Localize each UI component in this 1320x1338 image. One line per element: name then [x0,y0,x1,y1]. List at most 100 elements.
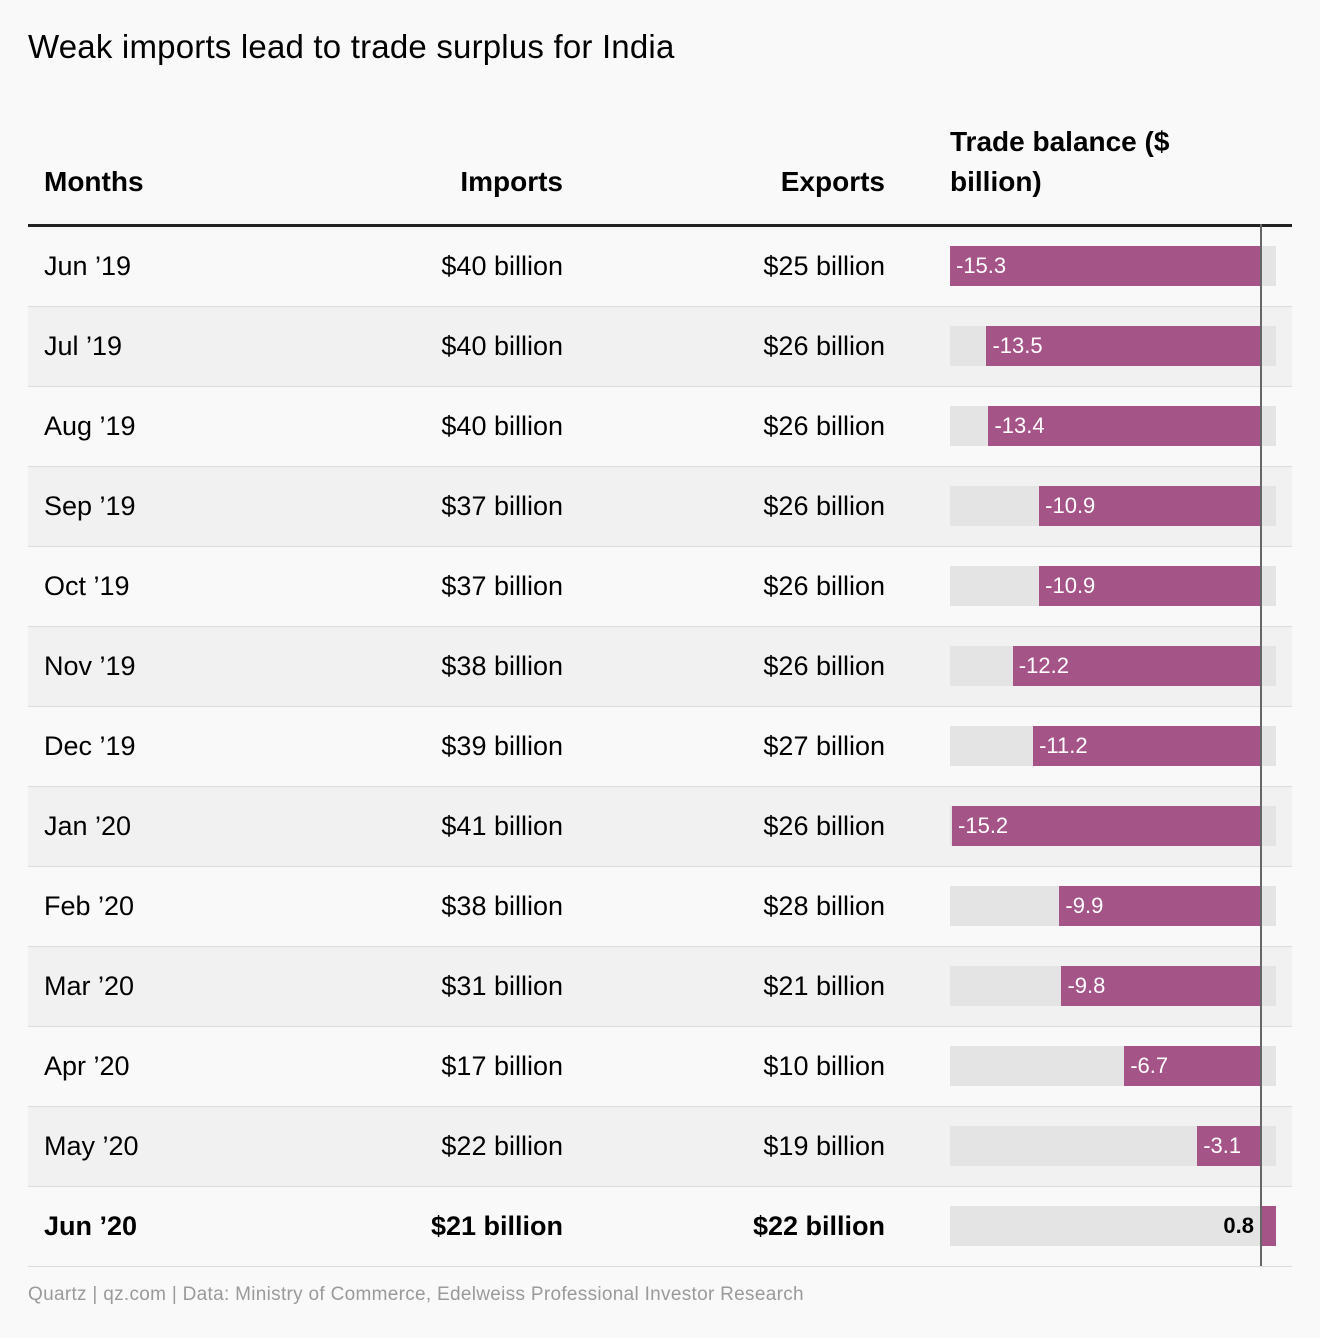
header-months: Months [44,166,144,197]
table-row: Feb ’20 $38 billion $28 billion -9.9 [28,867,1292,947]
imports-cell: $37 billion [441,571,563,601]
balance-label: 0.8 [1223,1213,1254,1238]
table-row: Mar ’20 $31 billion $21 billion -9.8 [28,947,1292,1027]
balance-track: -6.7 [950,1046,1276,1086]
balance-label: -11.2 [1039,733,1088,758]
exports-cell: $22 billion [752,1211,885,1241]
balance-bar [950,246,1260,286]
month-cell: Jul ’19 [44,331,123,361]
balance-label: -15.3 [956,253,1007,278]
balance-track: -10.9 [950,566,1276,606]
imports-cell: $37 billion [441,491,563,521]
imports-cell: $22 billion [441,1131,563,1161]
imports-cell: $40 billion [441,251,563,281]
table-row: Nov ’19 $38 billion $26 billion -12.2 [28,627,1292,707]
balance-label: -13.5 [992,333,1043,358]
balance-track: -13.4 [950,406,1276,446]
balance-track: -15.3 [950,246,1276,286]
balance-label: -13.4 [994,413,1045,438]
month-cell: Oct ’19 [44,571,130,601]
month-cell: Mar ’20 [44,971,135,1001]
balance-track: -13.5 [950,326,1276,366]
exports-cell: $10 billion [763,1051,885,1081]
header-trade-balance: Trade balance ($ billion) [950,126,1170,197]
balance-bar [952,806,1260,846]
source-footer: Quartz | qz.com | Data: Ministry of Comm… [28,1284,804,1305]
balance-bar [1260,1206,1277,1246]
balance-label: -12.2 [1018,653,1069,678]
table-row: Jun ’20 $21 billion $22 billion 0.8 [28,1187,1292,1267]
balance-bar [1039,486,1260,526]
exports-cell: $26 billion [763,331,885,361]
balance-bar [1124,1046,1260,1086]
month-cell: Dec ’19 [44,731,136,761]
balance-label: -10.9 [1045,573,1096,598]
exports-cell: $25 billion [763,251,885,281]
balance-track: -15.2 [950,806,1276,846]
table-row: Jun ’19 $40 billion $25 billion -15.3 [28,227,1292,307]
imports-cell: $40 billion [441,411,563,441]
balance-bar [1059,886,1260,926]
balance-label: -15.2 [958,813,1009,838]
imports-cell: $38 billion [441,891,563,921]
balance-track: -9.9 [950,886,1276,926]
exports-cell: $28 billion [763,891,885,921]
table-row: Apr ’20 $17 billion $10 billion -6.7 [28,1027,1292,1107]
table-header: Months Imports Exports Trade balance ($ … [28,104,1292,227]
balance-bar [1197,1126,1260,1166]
exports-cell: $26 billion [763,651,885,681]
balance-bar [1039,566,1260,606]
month-cell: Sep ’19 [44,491,136,521]
exports-cell: $26 billion [763,491,885,521]
balance-label: -6.7 [1130,1053,1169,1078]
month-cell: Jun ’20 [44,1211,138,1241]
exports-cell: $27 billion [763,731,885,761]
table-row: Dec ’19 $39 billion $27 billion -11.2 [28,707,1292,787]
table-row: Aug ’19 $40 billion $26 billion -13.4 [28,387,1292,467]
imports-cell: $21 billion [430,1211,563,1241]
header-imports: Imports [460,166,563,197]
table-row: Jul ’19 $40 billion $26 billion -13.5 [28,307,1292,387]
balance-track: -12.2 [950,646,1276,686]
exports-cell: $26 billion [763,571,885,601]
balance-track: -3.1 [950,1126,1276,1166]
exports-cell: $26 billion [763,811,885,841]
balance-bar [1061,966,1260,1006]
month-cell: Nov ’19 [44,651,136,681]
imports-cell: $39 billion [441,731,563,761]
balance-label: -10.9 [1045,493,1096,518]
trade-table: Months Imports Exports Trade balance ($ … [28,104,1292,1267]
zero-line [1260,224,1262,1266]
balance-track: -11.2 [950,726,1276,766]
month-cell: Jan ’20 [44,811,132,841]
exports-cell: $19 billion [763,1131,885,1161]
balance-track: -10.9 [950,486,1276,526]
balance-bar [988,406,1260,446]
table-body: Jun ’19 $40 billion $25 billion -15.3 Jul ’1… [28,227,1292,1267]
balance-label: -9.9 [1065,893,1104,918]
balance-bar [1033,726,1260,766]
month-cell: Apr ’20 [44,1051,130,1081]
month-cell: Aug ’19 [44,411,136,441]
chart-title: Weak imports lead to trade surplus for I… [28,28,675,65]
balance-bar [1012,646,1260,686]
imports-cell: $41 billion [441,811,563,841]
balance-track: 0.8 [950,1206,1277,1246]
month-cell: Jun ’19 [44,251,132,281]
imports-cell: $17 billion [441,1051,563,1081]
header-exports: Exports [780,166,885,197]
table-row: Sep ’19 $37 billion $26 billion -10.9 [28,467,1292,547]
imports-cell: $40 billion [441,331,563,361]
imports-cell: $31 billion [441,971,563,1001]
table-row: May ’20 $22 billion $19 billion -3.1 [28,1107,1292,1187]
table-row: Oct ’19 $37 billion $26 billion -10.9 [28,547,1292,627]
exports-cell: $21 billion [763,971,885,1001]
exports-cell: $26 billion [763,411,885,441]
balance-label: -3.1 [1203,1133,1242,1158]
month-cell: May ’20 [44,1131,139,1161]
balance-track: -9.8 [950,966,1276,1006]
table-row: Jan ’20 $41 billion $26 billion -15.2 [28,787,1292,867]
balance-label: -9.8 [1067,973,1106,998]
balance-bar [986,326,1260,366]
month-cell: Feb ’20 [44,891,135,921]
